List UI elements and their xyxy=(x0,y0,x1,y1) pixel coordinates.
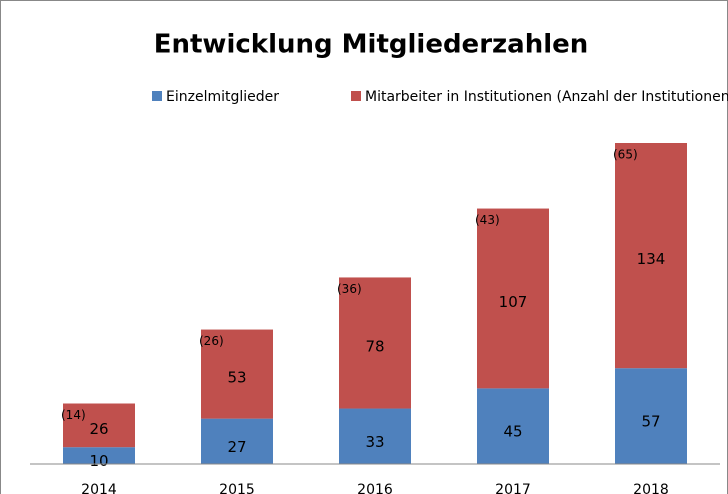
x-tick-label: 2016 xyxy=(357,482,393,494)
legend-swatch xyxy=(351,91,361,101)
data-label: 53 xyxy=(227,369,246,387)
annotation: (43) xyxy=(475,213,500,227)
annotation: (36) xyxy=(337,282,362,296)
legend-swatch xyxy=(152,91,162,101)
data-label: 107 xyxy=(499,293,528,311)
annotation: (65) xyxy=(613,148,638,162)
bar-segment xyxy=(477,208,549,389)
bar-segment xyxy=(615,368,687,464)
x-tick-label: 2017 xyxy=(495,482,531,494)
bar-segment xyxy=(477,388,549,464)
bar-segment xyxy=(339,277,411,409)
data-label: 57 xyxy=(641,413,660,431)
x-tick-label: 2018 xyxy=(633,482,669,494)
legend-label: Einzelmitglieder xyxy=(166,89,279,105)
legend-label: Mitarbeiter in Institutionen (Anzahl der… xyxy=(365,89,728,105)
data-label: 134 xyxy=(637,250,666,268)
bar-segment xyxy=(339,408,411,464)
data-label: 27 xyxy=(227,438,246,456)
bar-segment xyxy=(615,143,687,369)
bar-segment xyxy=(201,329,273,419)
x-tick-label: 2015 xyxy=(219,482,255,494)
bar-segment xyxy=(63,447,135,464)
bar-segment xyxy=(201,418,273,464)
annotation: (14) xyxy=(61,408,86,422)
annotation: (26) xyxy=(199,334,224,348)
bar-segment xyxy=(63,403,135,448)
data-label: 78 xyxy=(365,337,384,355)
data-label: 10 xyxy=(89,452,108,470)
data-label: 45 xyxy=(503,423,522,441)
chart-title: Entwicklung Mitgliederzahlen xyxy=(154,30,589,60)
data-label: 26 xyxy=(89,420,108,438)
data-label: 33 xyxy=(365,433,384,451)
x-tick-label: 2014 xyxy=(81,482,117,494)
